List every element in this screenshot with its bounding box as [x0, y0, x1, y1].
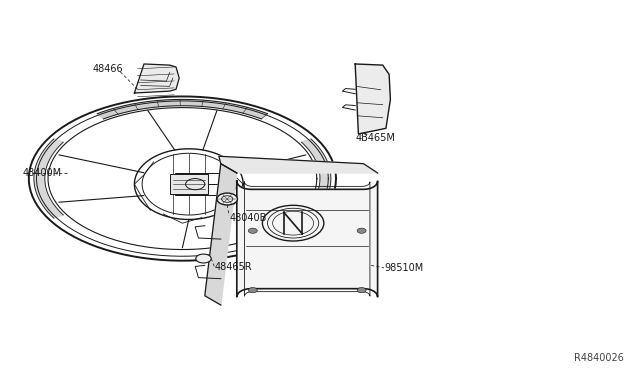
Text: R4840026: R4840026	[574, 353, 624, 363]
Text: 48040B: 48040B	[229, 213, 266, 222]
Circle shape	[248, 228, 257, 233]
Circle shape	[196, 254, 211, 263]
Polygon shape	[34, 139, 63, 218]
Circle shape	[217, 193, 237, 205]
Text: 48466: 48466	[93, 64, 124, 74]
Circle shape	[248, 288, 257, 293]
Polygon shape	[237, 181, 378, 297]
Text: 48400M: 48400M	[22, 168, 61, 178]
Polygon shape	[134, 64, 179, 93]
Polygon shape	[301, 139, 331, 218]
Polygon shape	[219, 156, 378, 173]
Text: 48465R: 48465R	[214, 262, 252, 272]
Polygon shape	[355, 64, 390, 134]
Circle shape	[357, 288, 366, 293]
Text: 4B465M: 4B465M	[355, 134, 395, 143]
Bar	[170, 174, 208, 194]
Circle shape	[357, 228, 366, 233]
Text: 98510M: 98510M	[384, 263, 423, 273]
Polygon shape	[97, 99, 268, 119]
Polygon shape	[205, 164, 237, 305]
